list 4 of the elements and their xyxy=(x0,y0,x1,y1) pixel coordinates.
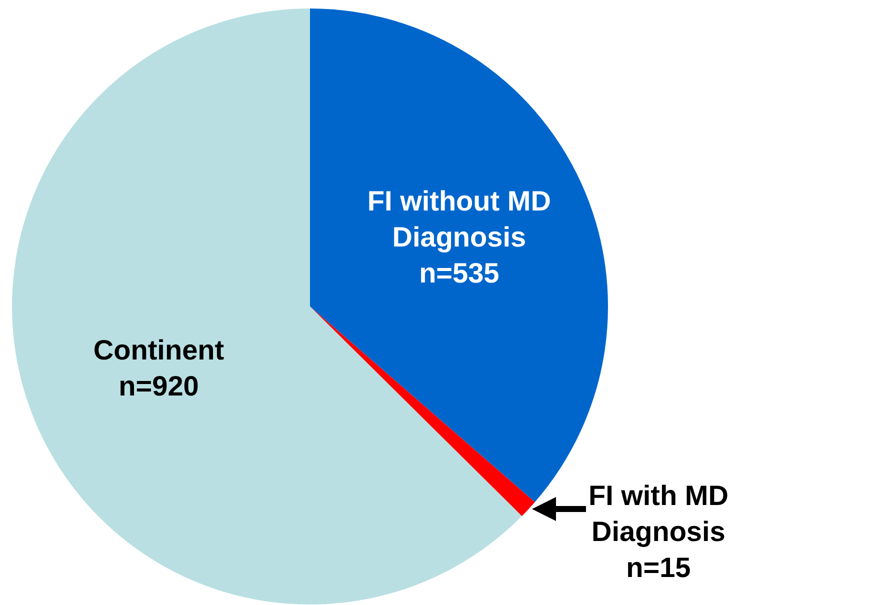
data-label: n=15 xyxy=(626,552,691,583)
slice-label: Continent xyxy=(93,334,224,366)
data-label: n=920 xyxy=(118,370,199,402)
data-label: n=535 xyxy=(419,257,500,288)
